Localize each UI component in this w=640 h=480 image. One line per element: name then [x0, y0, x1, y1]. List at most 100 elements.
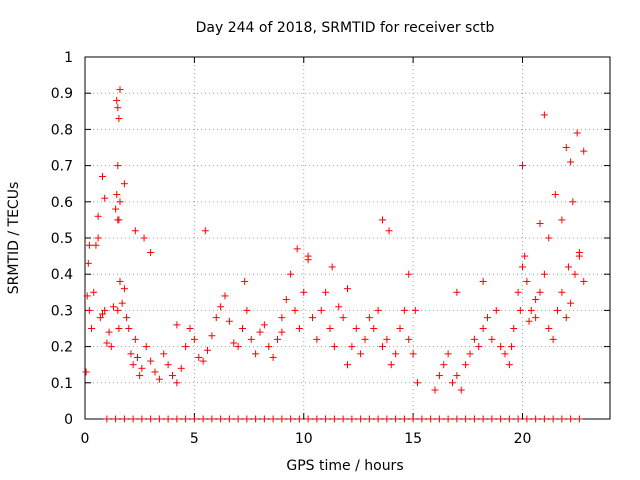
data-point — [444, 415, 452, 423]
data-point — [155, 375, 163, 383]
data-point — [82, 368, 90, 376]
data-point — [330, 415, 338, 423]
data-point — [129, 361, 137, 369]
data-point — [479, 277, 487, 285]
data-point — [453, 372, 461, 380]
data-point — [453, 288, 461, 296]
data-point — [344, 361, 351, 369]
data-point — [400, 306, 408, 314]
data-point — [241, 277, 249, 285]
data-point — [247, 335, 255, 343]
data-point — [252, 415, 260, 423]
data-point — [230, 339, 238, 347]
data-point — [195, 353, 203, 361]
y-tick-label: 0.9 — [51, 86, 73, 102]
data-point — [505, 361, 513, 369]
data-point — [357, 350, 365, 358]
data-point — [129, 415, 137, 423]
data-point — [462, 415, 470, 423]
data-point — [431, 386, 439, 394]
data-point — [208, 415, 216, 423]
y-tick-label: 0 — [64, 412, 73, 428]
data-point — [339, 415, 347, 423]
data-point — [361, 335, 369, 343]
data-point — [94, 234, 102, 242]
data-point — [164, 415, 172, 423]
data-point — [554, 306, 561, 314]
data-point — [109, 303, 117, 311]
data-point — [99, 172, 106, 180]
data-point — [326, 325, 334, 332]
y-tick-label: 0.6 — [51, 195, 73, 211]
data-point — [575, 248, 583, 256]
data-point — [479, 415, 487, 423]
data-point — [322, 415, 330, 423]
data-point — [90, 288, 98, 296]
data-point — [269, 353, 277, 361]
data-point — [508, 343, 516, 351]
data-point — [120, 415, 128, 423]
data-point — [435, 372, 443, 380]
data-point — [330, 343, 338, 351]
y-tick-label: 0.1 — [51, 376, 73, 392]
data-point — [409, 350, 417, 358]
data-point — [225, 415, 233, 423]
data-point — [435, 415, 443, 423]
data-point — [138, 415, 146, 423]
data-point — [562, 144, 570, 151]
data-point — [488, 415, 496, 423]
data-point — [147, 357, 155, 365]
data-point — [365, 415, 373, 423]
data-point — [208, 332, 216, 340]
data-point — [221, 292, 229, 300]
data-point — [400, 415, 408, 423]
x-tick-label: 5 — [190, 431, 199, 447]
data-point — [409, 415, 417, 423]
data-point — [243, 415, 251, 423]
data-point — [540, 270, 548, 278]
data-point — [94, 212, 102, 220]
data-point — [190, 335, 198, 343]
data-point — [457, 386, 465, 394]
data-point — [453, 415, 461, 423]
data-point — [510, 325, 518, 332]
data-point — [536, 288, 544, 296]
data-point — [532, 296, 540, 304]
data-point — [567, 158, 575, 166]
data-point — [444, 350, 452, 358]
data-point — [164, 361, 172, 369]
data-point — [564, 263, 572, 271]
data-point — [374, 306, 382, 314]
grid-lines — [85, 57, 610, 419]
data-point — [532, 415, 540, 423]
y-tick-label: 0.4 — [51, 267, 73, 283]
data-point — [379, 216, 386, 224]
data-point — [114, 216, 122, 224]
data-point — [295, 415, 303, 423]
data-point — [278, 415, 286, 423]
data-point — [295, 325, 303, 332]
y-tick-label: 0.7 — [51, 159, 73, 175]
data-point — [479, 325, 487, 332]
data-point — [523, 415, 531, 423]
data-point — [114, 104, 122, 112]
x-tick-label: 10 — [295, 431, 313, 447]
data-point — [339, 314, 347, 322]
data-point — [370, 325, 378, 332]
data-point — [115, 115, 123, 123]
data-point — [374, 415, 382, 423]
data-point — [269, 415, 277, 423]
data-point — [562, 314, 570, 322]
data-point — [113, 96, 121, 104]
data-point — [348, 415, 356, 423]
data-point — [440, 361, 448, 369]
data-point — [234, 415, 242, 423]
y-tick-label: 0.5 — [51, 231, 73, 247]
data-point — [505, 415, 513, 423]
data-point — [169, 372, 176, 380]
data-point — [131, 335, 139, 343]
data-point — [225, 317, 233, 325]
data-point — [414, 379, 421, 387]
data-point — [260, 321, 268, 329]
data-point — [260, 415, 268, 423]
